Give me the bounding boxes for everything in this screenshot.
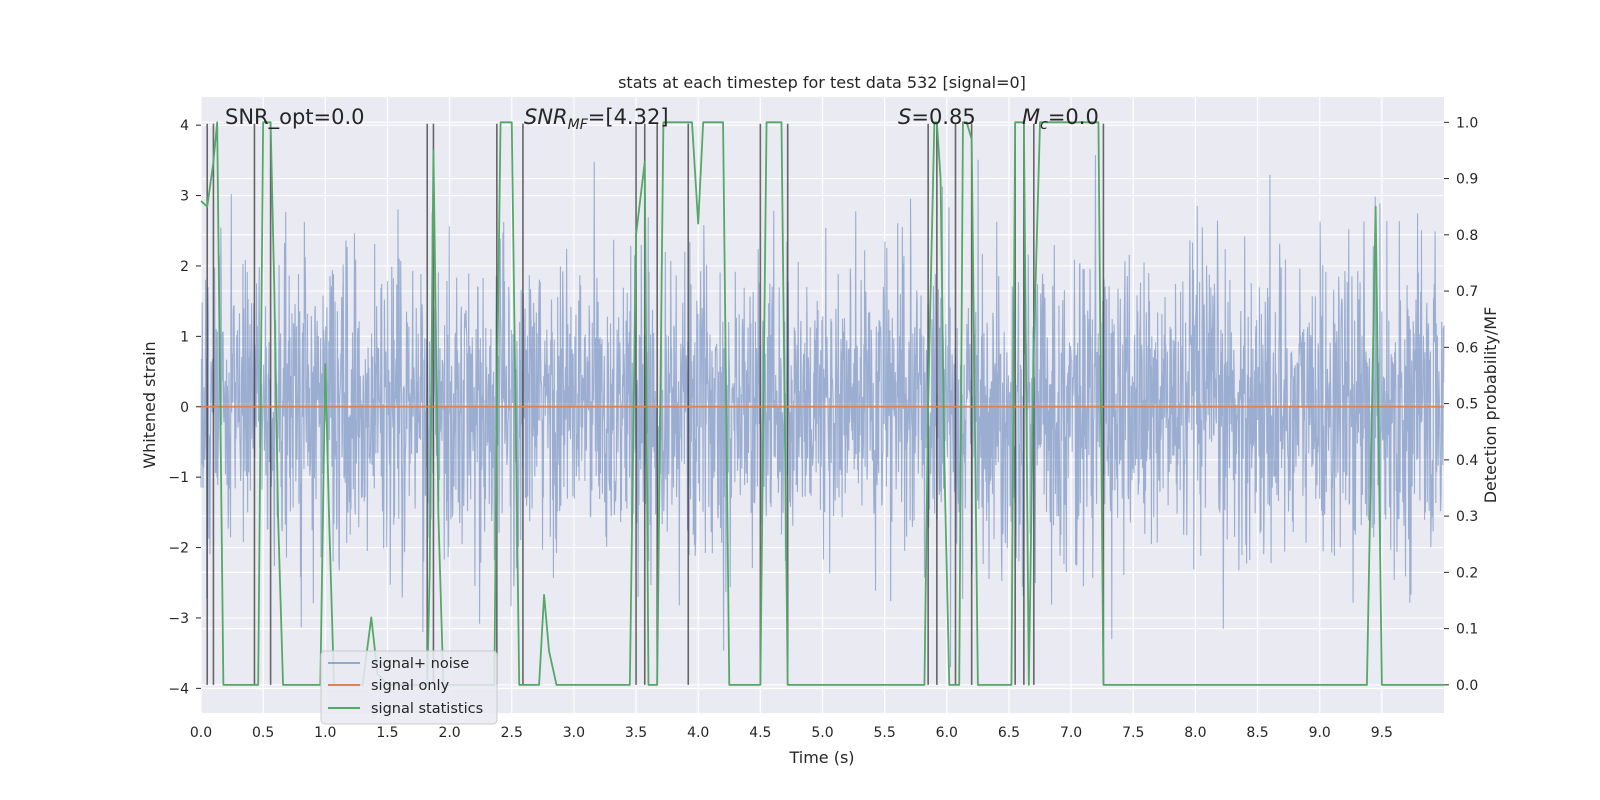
x-axis-label: Time (s) [788, 748, 854, 767]
legend-label-signal-noise: signal+ noise [371, 656, 469, 672]
y-right-tick-label: 0.9 [1456, 172, 1478, 188]
x-tick-label: 7.5 [1122, 725, 1144, 741]
y-right-tick-label: 0.8 [1456, 228, 1478, 244]
y-tick-label: 1 [180, 329, 189, 345]
legend-label-signal-only: signal only [371, 678, 450, 694]
x-tick-label: 2.5 [501, 725, 523, 741]
annotation-snr-mf: SNRMF=[4.32] [524, 105, 669, 133]
annotation-snr-mf-sub: MF [568, 117, 589, 133]
x-tick-label: 6.5 [998, 725, 1020, 741]
y-ticks-left: 4 3 2 1 0 −1 −2 −3 −4 [168, 118, 201, 697]
annotation-s-value: =0.85 [911, 105, 975, 129]
x-tick-label: 4.5 [749, 725, 771, 741]
x-ticks: 0.0 0.5 1.0 1.5 2.0 2.5 3.0 3.5 4.0 4.5 5.0 5.5 6.0 6… [190, 725, 1393, 741]
chart-title: stats at each timestep for test data 532… [618, 73, 1026, 92]
x-tick-label: 9.0 [1309, 725, 1331, 741]
y-tick-label: −3 [168, 611, 189, 627]
x-tick-label: 3.0 [563, 725, 585, 741]
annotation-snr-mf-value: =[4.32] [588, 105, 669, 129]
legend-box [320, 650, 498, 725]
x-tick-label: 6.0 [936, 725, 958, 741]
y-tick-label: 0 [180, 400, 189, 416]
y-tick-label: −4 [168, 681, 189, 697]
y-right-tick-label: 0.4 [1456, 453, 1478, 469]
annotation-s-main: S [898, 105, 911, 129]
annotation-mc-main: M [1022, 105, 1040, 129]
legend: signal+ noise signal only signal statist… [320, 650, 498, 725]
y-right-tick-label: 0.6 [1456, 340, 1478, 356]
x-tick-label: 3.5 [625, 725, 647, 741]
annotation-mc-value: =0.0 [1048, 105, 1099, 129]
x-tick-label: 2.0 [438, 725, 460, 741]
x-tick-label: 8.5 [1246, 725, 1268, 741]
y-tick-label: 3 [180, 189, 189, 205]
annotation-snr-mf-main: SNR [524, 105, 568, 129]
x-tick-label: 5.5 [874, 725, 896, 741]
x-tick-label: 4.0 [687, 725, 709, 741]
x-tick-label: 5.0 [811, 725, 833, 741]
x-tick-label: 9.5 [1371, 725, 1393, 741]
y-right-tick-label: 1.0 [1456, 115, 1478, 131]
y-ticks-right: 1.0 0.9 0.8 0.7 0.6 0.5 0.4 0.3 0.2 0.1 0.0 [1444, 115, 1478, 694]
y-right-tick-label: 0.0 [1456, 678, 1478, 694]
annotation-snr-opt: SNR_opt=0.0 [225, 105, 365, 130]
x-tick-label: 0.5 [252, 725, 274, 741]
signal-plus-noise-line [200, 155, 1445, 668]
y-tick-label: −1 [168, 470, 189, 486]
legend-label-signal-statistics: signal statistics [371, 701, 483, 717]
x-tick-label: 1.0 [314, 725, 336, 741]
annotation-mc: Mc=0.0 [1022, 105, 1099, 133]
y-right-tick-label: 0.5 [1456, 397, 1478, 413]
y-tick-label: −2 [168, 541, 189, 557]
y-tick-label: 4 [180, 118, 189, 134]
x-tick-label: 0.0 [190, 725, 212, 741]
x-tick-label: 7.0 [1060, 725, 1082, 741]
x-tick-label: 1.5 [376, 725, 398, 741]
y-right-tick-label: 0.2 [1456, 565, 1478, 581]
x-tick-label: 8.0 [1184, 725, 1206, 741]
signal-plus-noise-series [200, 155, 1445, 668]
signal-statistics-series [200, 121, 1444, 686]
y-right-tick-label: 0.1 [1456, 622, 1478, 638]
annotation-s: S=0.85 [898, 105, 976, 129]
y-right-tick-label: 0.3 [1456, 509, 1478, 525]
y-axis-label-right: Detection probability/MF [1481, 307, 1500, 504]
signal-statistics-line [200, 121, 1444, 686]
y-axis-label-left: Whitened strain [140, 341, 159, 468]
annotation-mc-sub: c [1040, 117, 1048, 133]
y-tick-label: 2 [180, 259, 189, 275]
y-right-tick-label: 0.7 [1456, 284, 1478, 300]
